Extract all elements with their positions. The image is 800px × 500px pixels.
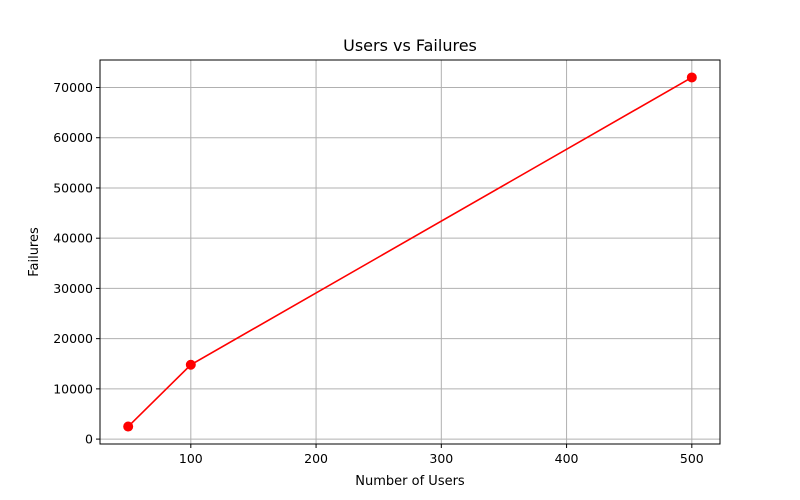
data-point [123,421,134,432]
y-tick-label: 40000 [53,231,93,246]
y-tick-label: 70000 [53,80,93,95]
series-layer [123,72,697,432]
x-axis-label: Number of Users [355,474,465,489]
y-axis-label: Failures [27,227,42,277]
y-tick-label: 30000 [53,281,93,296]
x-tick-label: 200 [304,451,328,466]
x-tick-label: 400 [555,451,579,466]
y-tick-label: 10000 [53,381,93,396]
chart-title: Users vs Failures [343,36,477,55]
y-tick-label: 20000 [53,331,93,346]
tick-layer: 100 200 300 400 500 0 10000 20000 30000 40000 5000… [53,80,704,466]
data-point [185,359,196,370]
y-tick-label: 50000 [53,180,93,195]
x-tick-label: 300 [429,451,453,466]
data-point [686,72,697,83]
x-tick-label: 500 [680,451,704,466]
y-tick-label: 0 [85,432,93,447]
x-tick-label: 100 [179,451,203,466]
y-tick-label: 60000 [53,130,93,145]
plot-area-frame [99,59,721,445]
grid-layer [100,60,720,444]
